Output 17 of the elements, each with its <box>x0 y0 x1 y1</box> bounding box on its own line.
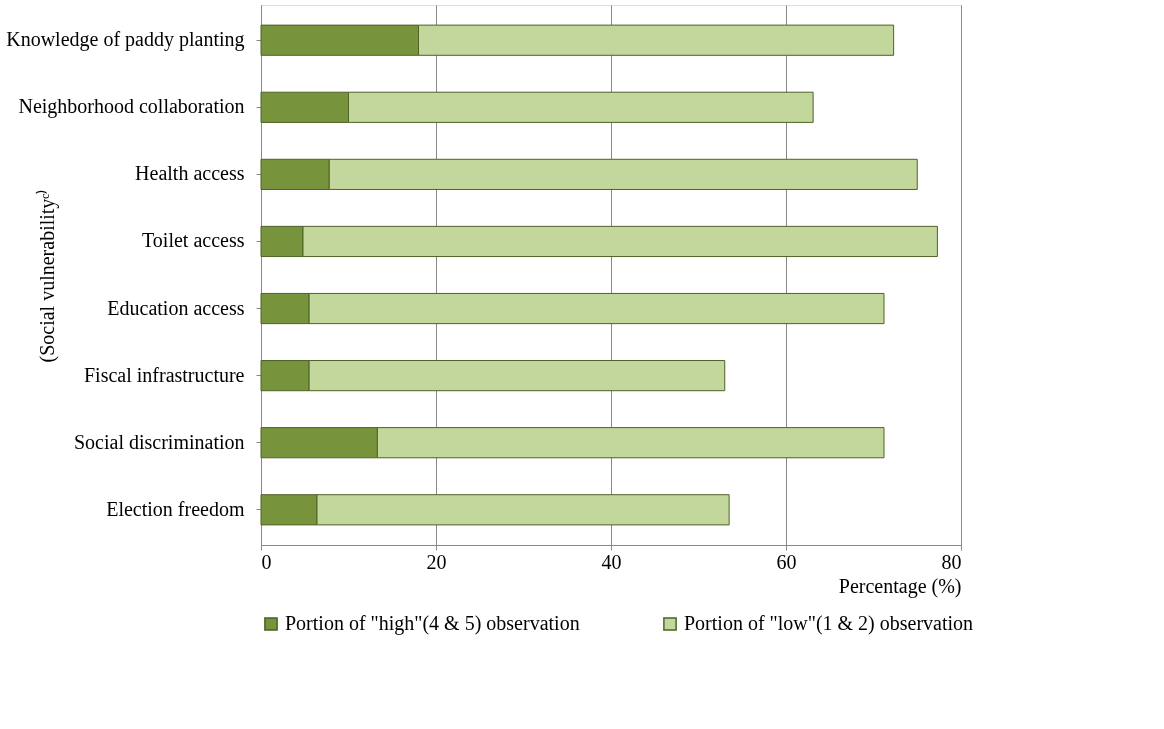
y-tick-label: Education access <box>107 296 245 319</box>
y-tick-label: Election freedom <box>106 497 245 520</box>
x-tick-label: 40 <box>601 550 622 573</box>
x-axis-title: Percentage (%) <box>838 574 962 598</box>
y-tick-label: Social discrimination <box>73 430 245 453</box>
y-tick-label: Fiscal infrastructure <box>84 363 245 386</box>
legend-label: Portion of "high"(4 & 5) observation <box>285 612 580 635</box>
x-tick-label: 60 <box>776 550 797 573</box>
y-tick-label: Knowledge of paddy planting <box>6 28 245 52</box>
y-tick-label: Neighborhood collaboration <box>18 95 245 119</box>
y-tick-label: Health access <box>135 162 245 185</box>
x-tick-label: 0 <box>261 550 272 573</box>
y-axis-title: (Social vulnerabilityᶜ⁾ <box>34 188 59 363</box>
x-tick-label: 80 <box>941 550 962 573</box>
x-tick-label: 20 <box>426 550 447 573</box>
y-tick-label: Toilet access <box>142 229 245 252</box>
legend-label: Portion of "low"(1 & 2) observation <box>684 612 974 635</box>
